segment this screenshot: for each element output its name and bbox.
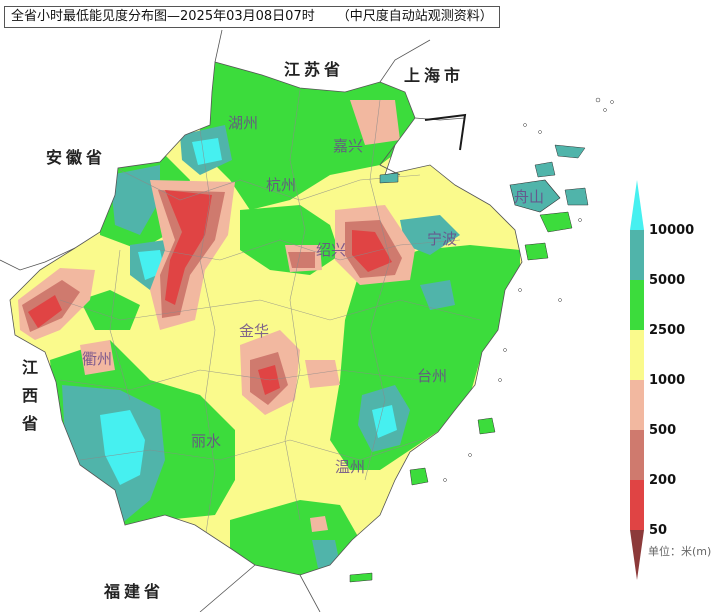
city-wenzhou: 温州 (335, 458, 366, 476)
label-fujian: 福建省 (104, 582, 165, 601)
islet (523, 123, 527, 127)
legend-swatch-lt50 (630, 530, 644, 580)
label-jiangsu: 江苏省 (284, 60, 345, 79)
city-zhoushan: 舟山 (514, 188, 545, 206)
city-taizhou: 台州 (417, 367, 448, 385)
city-quzhou: 衢州 (82, 350, 113, 368)
legend-swatch-500-1000 (630, 380, 644, 430)
islet (443, 478, 447, 482)
region-cyan-huzhou (192, 138, 222, 165)
legend-swatch-200-500 (630, 430, 644, 480)
region-salmon-small (305, 360, 340, 388)
city-jinhua: 金华 (239, 322, 270, 340)
map-title: 全省小时最低能见度分布图—2025年03月08日07时 （中尺度自动站观测资料） (4, 6, 500, 28)
legend-swatch-50-200 (630, 480, 644, 530)
island-qiandao (379, 172, 399, 184)
islet (468, 453, 472, 457)
city-jiaxing: 嘉兴 (333, 137, 364, 155)
islet (498, 378, 502, 382)
legend-swatch-5000-10000 (630, 230, 644, 280)
label-jiangxi-2: 西 (21, 386, 38, 405)
region-red-west (28, 295, 62, 328)
islet (558, 298, 562, 302)
label-jiangxi-3: 省 (21, 414, 38, 433)
title-main: 全省小时最低能见度分布图—2025年03月08日07时 (11, 9, 315, 24)
legend-swatch-gt10000 (630, 180, 644, 230)
region-salmon-quzhou (80, 340, 115, 375)
island-south-1 (349, 572, 373, 583)
region-red-northwest (165, 190, 212, 305)
shanghai-boundary (424, 113, 467, 151)
islet (503, 348, 507, 352)
islands (349, 97, 614, 583)
islet (610, 100, 614, 104)
label-shanghai: 上海市 (404, 66, 465, 85)
region-teal-east (420, 280, 455, 310)
city-hangzhou: 杭州 (266, 176, 297, 194)
region-green-small (80, 290, 140, 330)
islet (538, 130, 542, 134)
legend-label-500: 500 (649, 423, 677, 438)
city-huzhou: 湖州 (228, 114, 259, 132)
visibility-regions (18, 62, 520, 575)
city-lishui: 丽水 (191, 432, 222, 450)
zhoushan-island-3 (564, 187, 589, 206)
island-east-2 (534, 161, 556, 178)
title-source: （中尺度自动站观测资料） (336, 9, 493, 24)
islet (603, 108, 607, 112)
zhoushan-island-2 (539, 211, 573, 233)
region-teal-ningbo (400, 215, 460, 255)
label-jiangxi: 江 西 省 (20, 354, 40, 438)
zhoushan-island-main (509, 179, 561, 213)
island-east-1 (524, 242, 549, 261)
county-boundaries (59, 89, 481, 541)
legend-label-1000: 1000 (649, 373, 686, 388)
region-cyan-wenzhou (372, 405, 397, 438)
legend-label-50: 50 (649, 523, 668, 538)
region-salmon-south (310, 516, 328, 532)
islet (518, 288, 522, 292)
island-wenzhou (409, 467, 429, 486)
label-anhui: 安徽省 (46, 148, 107, 167)
legend-label-5000: 5000 (649, 273, 686, 288)
region-brown-hangzhou (288, 252, 315, 268)
label-jiangxi-1: 江 (21, 358, 38, 377)
islet (595, 97, 601, 103)
legend-swatch-2500-5000 (630, 280, 644, 330)
legend-swatch-1000-2500 (630, 330, 644, 380)
region-red-shaoxing (352, 230, 392, 272)
region-salmon-jiaxing (350, 100, 400, 145)
neighbor-boundaries (0, 29, 466, 612)
region-cyan-southwest (100, 410, 145, 485)
legend-label-200: 200 (649, 473, 677, 488)
island-taizhou (477, 417, 496, 435)
legend-unit: 单位：米(m) (648, 545, 712, 558)
city-ningbo: 宁波 (427, 230, 458, 248)
legend-label-10000: 10000 (649, 223, 695, 238)
zhoushan-island-north (554, 144, 586, 159)
islet (578, 218, 582, 222)
region-teal-northwest (110, 165, 160, 235)
legend-bar (630, 180, 644, 580)
city-shaoxing: 绍兴 (316, 241, 347, 259)
legend-label-2500: 2500 (649, 323, 686, 338)
region-green-north (200, 62, 420, 210)
